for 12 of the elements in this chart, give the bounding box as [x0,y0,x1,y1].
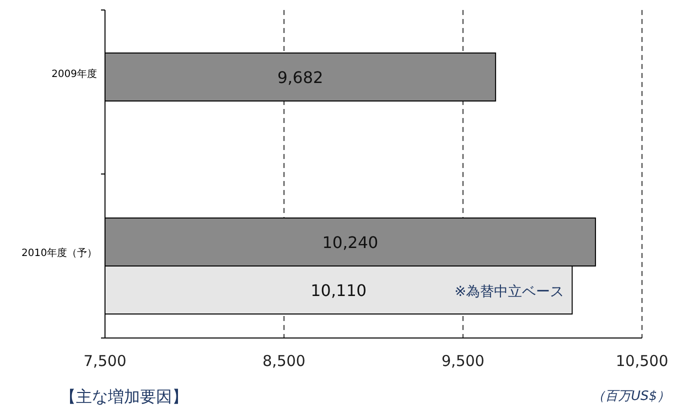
text: 【主な増加要因】 [60,387,188,406]
x-tick-label: 10,500 [616,352,668,370]
x-tick-label: 9,500 [442,352,484,370]
y-tick-label: 2010年度（予） [22,247,97,259]
x-tick-label: 7,500 [84,352,126,370]
x-tick-label: 8,500 [262,352,306,370]
data-label: 9,682 [277,68,324,87]
x-axis-title: （百万US$） [592,389,670,404]
data-label: 10,240 [322,233,378,252]
data-label: 10,110 [310,281,367,300]
annotation: ※為替中立ベース [454,284,564,300]
y-tick-label: 2009年度 [52,68,97,80]
